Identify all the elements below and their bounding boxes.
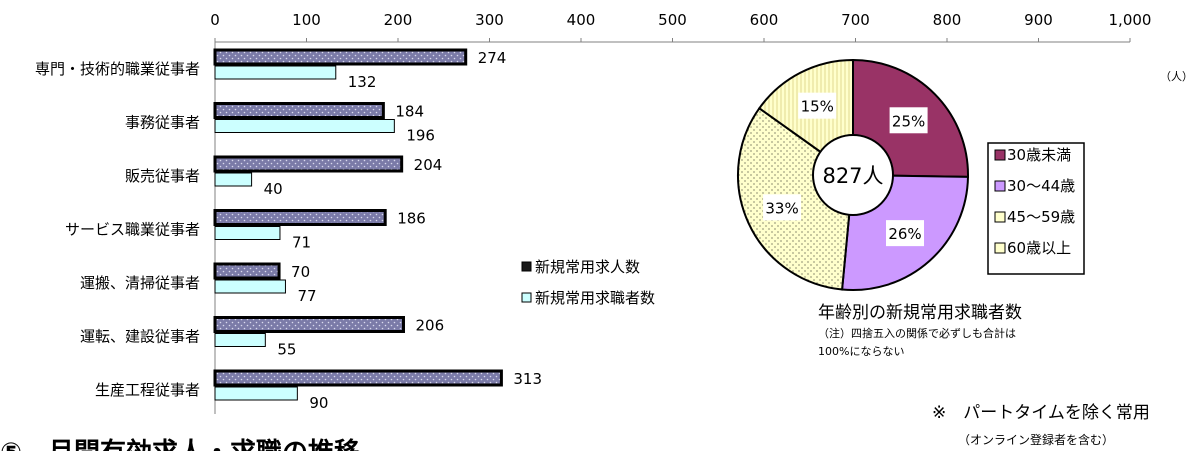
pie-slice-label-1: 26% xyxy=(888,225,921,243)
pie-title: 年齢別の新規常用求職者数 xyxy=(818,303,1022,323)
category-label-1: 事務従事者 xyxy=(125,114,200,132)
bar-job-openings-4 xyxy=(213,262,281,280)
bar-job-seekers-3 xyxy=(214,226,281,240)
bar-job-seekers-2 xyxy=(214,172,253,187)
pie-slice-labels: 25% 26% 33% 15% xyxy=(763,92,928,247)
data-label-job-openings-0: 274 xyxy=(478,49,507,67)
data-label-job-seekers-3: 71 xyxy=(292,234,311,252)
x-tick-label-1: 100 xyxy=(292,11,321,29)
pie-label-bg-0 xyxy=(889,107,928,134)
bar-job-openings-5 xyxy=(213,316,405,333)
pie-center-label: 827人 xyxy=(822,164,883,188)
pie-slice-label-0: 25% xyxy=(892,112,925,130)
bar-data-labels: 274 132 184 196 204 40 186 71 70 77 206 55 313 90 xyxy=(264,49,542,412)
footnote-main: ※ パートタイムを除く常用 xyxy=(932,403,1150,423)
bar-job-seekers-1 xyxy=(214,119,395,133)
bar-legend: 新規常用求人数 新規常用求職者数 xyxy=(521,258,655,307)
x-tick-label-2: 200 xyxy=(384,11,413,29)
bar-job-seekers-6 xyxy=(214,386,298,401)
category-label-0: 専門・技術的職業従事者 xyxy=(35,60,200,78)
data-label-job-openings-4: 70 xyxy=(291,263,310,281)
bar-job-seekers-5 xyxy=(214,333,266,347)
pie-legend-label-1: 30～44歳 xyxy=(1007,177,1075,195)
pie-note-line2: 100%にならない xyxy=(818,345,904,358)
data-label-job-seekers-6: 90 xyxy=(309,394,328,412)
legend-swatch-job-openings xyxy=(521,261,532,272)
data-label-job-seekers-0: 132 xyxy=(348,73,377,91)
bar-job-seekers-4 xyxy=(214,279,286,294)
data-label-job-seekers-2: 40 xyxy=(264,180,283,198)
pie-chart: 827人 25% 26% 33% 15% xyxy=(737,58,970,291)
x-tick-label-0: 0 xyxy=(210,11,220,29)
pie-legend: 30歳未満 30～44歳 45～59歳 60歳以上 xyxy=(987,142,1085,275)
x-tick-label-10: 1,000 xyxy=(1109,11,1152,29)
data-label-job-openings-1: 184 xyxy=(395,103,424,121)
pie-legend-label-0: 30歳未満 xyxy=(1007,146,1071,164)
unit-label: （人） xyxy=(1160,70,1193,83)
bar-job-openings-1 xyxy=(213,102,385,119)
pie-legend-swatch-3 xyxy=(994,242,1006,254)
category-label-2: 販売従事者 xyxy=(125,167,200,185)
data-label-job-seekers-4: 77 xyxy=(297,287,316,305)
pie-legend-label-2: 45～59歳 xyxy=(1007,208,1075,226)
footnote-sub: （オンライン登録者を含む） xyxy=(958,432,1114,447)
pie-label-bg-2 xyxy=(763,194,802,221)
category-labels: 専門・技術的職業従事者事務従事者販売従事者サービス職業従事者運搬、清掃従事者運転… xyxy=(35,60,200,399)
x-tick-label-4: 400 xyxy=(567,11,596,29)
bar-job-openings-6 xyxy=(213,369,503,387)
pie-slice-label-2: 33% xyxy=(765,199,798,217)
bar-job-seekers-0 xyxy=(214,65,337,80)
category-label-4: 運搬、清掃従事者 xyxy=(80,274,200,292)
pie-legend-swatch-1 xyxy=(994,180,1006,192)
bar-chart: 0 100 200 300 400 500 600 700 800 900 1,000 専門・技術的… xyxy=(35,11,1151,414)
category-label-5: 運転、建設従事者 xyxy=(80,328,200,346)
bar-job-openings-2 xyxy=(213,155,404,173)
data-label-job-openings-2: 204 xyxy=(414,156,443,174)
data-label-job-seekers-1: 196 xyxy=(406,127,435,145)
pie-legend-label-3: 60歳以上 xyxy=(1007,239,1071,257)
category-label-3: サービス職業従事者 xyxy=(65,221,200,239)
data-label-job-openings-3: 186 xyxy=(397,210,426,228)
section-heading: ⑤ 月間有効求人・求職の推移 xyxy=(0,437,360,451)
x-tick-label-9: 900 xyxy=(1024,11,1053,29)
legend-swatch-job-seekers xyxy=(521,292,532,303)
x-tick-label-3: 300 xyxy=(475,11,504,29)
legend-label-job-openings: 新規常用求人数 xyxy=(535,258,640,276)
x-tick-label-7: 700 xyxy=(841,11,870,29)
pie-legend-swatch-0 xyxy=(994,149,1006,161)
x-axis-ticks: 0 100 200 300 400 500 600 700 800 900 1,000 xyxy=(210,11,1152,43)
pie-label-bg-3 xyxy=(798,92,837,119)
data-label-job-openings-5: 206 xyxy=(415,317,444,335)
bars xyxy=(213,48,503,401)
pie-legend-swatch-2 xyxy=(994,211,1006,223)
bar-job-openings-0 xyxy=(213,48,468,66)
x-tick-label-6: 600 xyxy=(750,11,779,29)
legend-label-job-seekers: 新規常用求職者数 xyxy=(535,289,655,307)
x-tick-label-8: 800 xyxy=(933,11,962,29)
category-label-6: 生産工程従事者 xyxy=(95,381,200,399)
data-label-job-seekers-5: 55 xyxy=(277,341,296,359)
pie-center-hole xyxy=(812,134,894,216)
x-tick-label-5: 500 xyxy=(658,11,687,29)
data-label-job-openings-6: 313 xyxy=(513,370,542,388)
bar-job-openings-3 xyxy=(213,209,387,226)
pie-slice-label-3: 15% xyxy=(801,98,834,116)
pie-note-line1: （注）四捨五入の関係で必ずしも合計は xyxy=(818,326,1016,340)
pie-label-bg-1 xyxy=(886,220,925,247)
